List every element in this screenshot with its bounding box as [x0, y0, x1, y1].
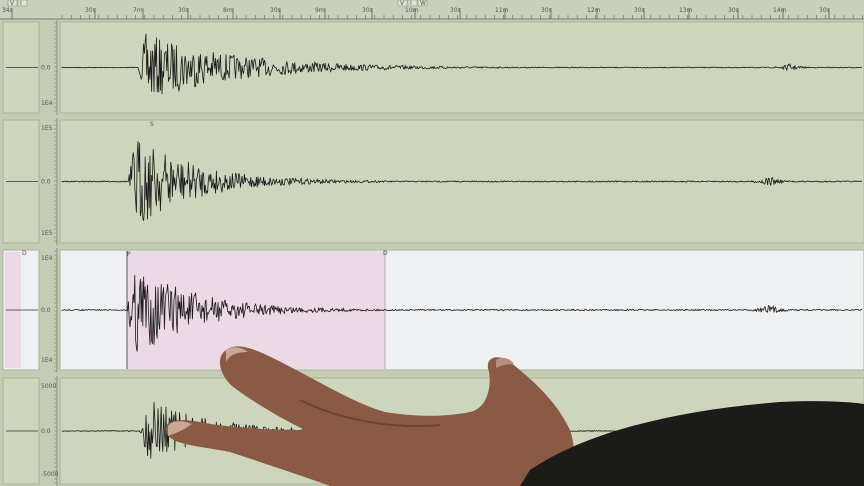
time-tick-label: 30s	[634, 7, 645, 14]
time-tick-label: 12m	[587, 7, 601, 14]
scale-top-label: 1E5	[41, 125, 53, 132]
svg-text:W: W	[420, 0, 426, 7]
scale-top-label: 1E4	[41, 255, 53, 262]
scale-bottom-label: -5000	[41, 471, 59, 478]
seismic-trace	[61, 274, 863, 352]
zero-label: 0.0	[41, 428, 51, 435]
phase-marker: P	[127, 251, 131, 258]
svg-text:V: V	[10, 0, 15, 7]
seismic-trace	[61, 33, 863, 95]
fingernail	[168, 421, 192, 436]
time-tick-label: 11m	[495, 7, 509, 14]
time-tick-label: 34s	[2, 7, 13, 14]
hand-skin	[165, 346, 575, 486]
svg-text:I: I	[410, 0, 412, 7]
svg-text:V: V	[400, 0, 405, 7]
zero-label: 0.0	[41, 307, 51, 314]
toolbar-button[interactable]: W	[417, 0, 428, 7]
seismic-trace	[61, 141, 863, 221]
toolbar-button[interactable]: V	[7, 0, 18, 7]
time-tick-label: 30s	[85, 7, 96, 14]
time-tick-label: 14m	[773, 7, 787, 14]
scale-bottom-label: 1E4	[41, 357, 53, 364]
svg-text:I: I	[20, 0, 22, 7]
time-tick-label: 30s	[728, 7, 739, 14]
toolbar-button[interactable]: V	[397, 0, 408, 7]
channel-3: D D 0.0 1E4 1E4 P	[2, 248, 864, 372]
time-tick-label: 7m	[133, 7, 143, 14]
hand	[165, 346, 864, 486]
channel-1: 0.0 1E4	[2, 20, 864, 115]
time-tick-label: 30s	[178, 7, 189, 14]
toolbar-button[interactable]: I	[407, 0, 418, 7]
scale-bottom-label: 1E4	[41, 100, 53, 107]
scale-top-label: 5000	[41, 383, 56, 390]
fingernail	[226, 347, 248, 362]
time-tick-label: 30s	[541, 7, 552, 14]
zero-label: 0.0	[41, 65, 51, 72]
scale-bottom-label: 1E5	[41, 230, 53, 237]
time-tick-label: 30s	[362, 7, 373, 14]
time-tick-label: 9m	[315, 7, 325, 14]
time-tick-label: 30s	[819, 7, 830, 14]
time-tick-label: 8m	[223, 7, 233, 14]
time-tick-label: 30s	[270, 7, 281, 14]
time-tick-label: 30s	[450, 7, 461, 14]
svg-text:D: D	[22, 250, 27, 257]
zero-label: 0.0	[41, 179, 51, 186]
sleeve	[520, 401, 864, 486]
time-tick-label: 10m	[405, 7, 419, 14]
time-tick-label: 13m	[679, 7, 693, 14]
phase-marker: S	[150, 121, 154, 128]
toolbar-button[interactable]: I	[17, 0, 28, 7]
time-axis: 34s 30s 7m 30s 8m 30s 9m 30s 10m 30s 11m 30s 12m 30s 1…	[0, 0, 864, 20]
end-marker: D	[383, 250, 388, 257]
fingernail	[496, 357, 514, 368]
channel-2: 0.0 1E5 1E5 S	[2, 118, 864, 245]
channel-panels: 0.0 1E4 0.0 1E5 1E5 S D D 0.0 1E4 1E4 P 0.0 5000 -5000	[2, 20, 864, 486]
